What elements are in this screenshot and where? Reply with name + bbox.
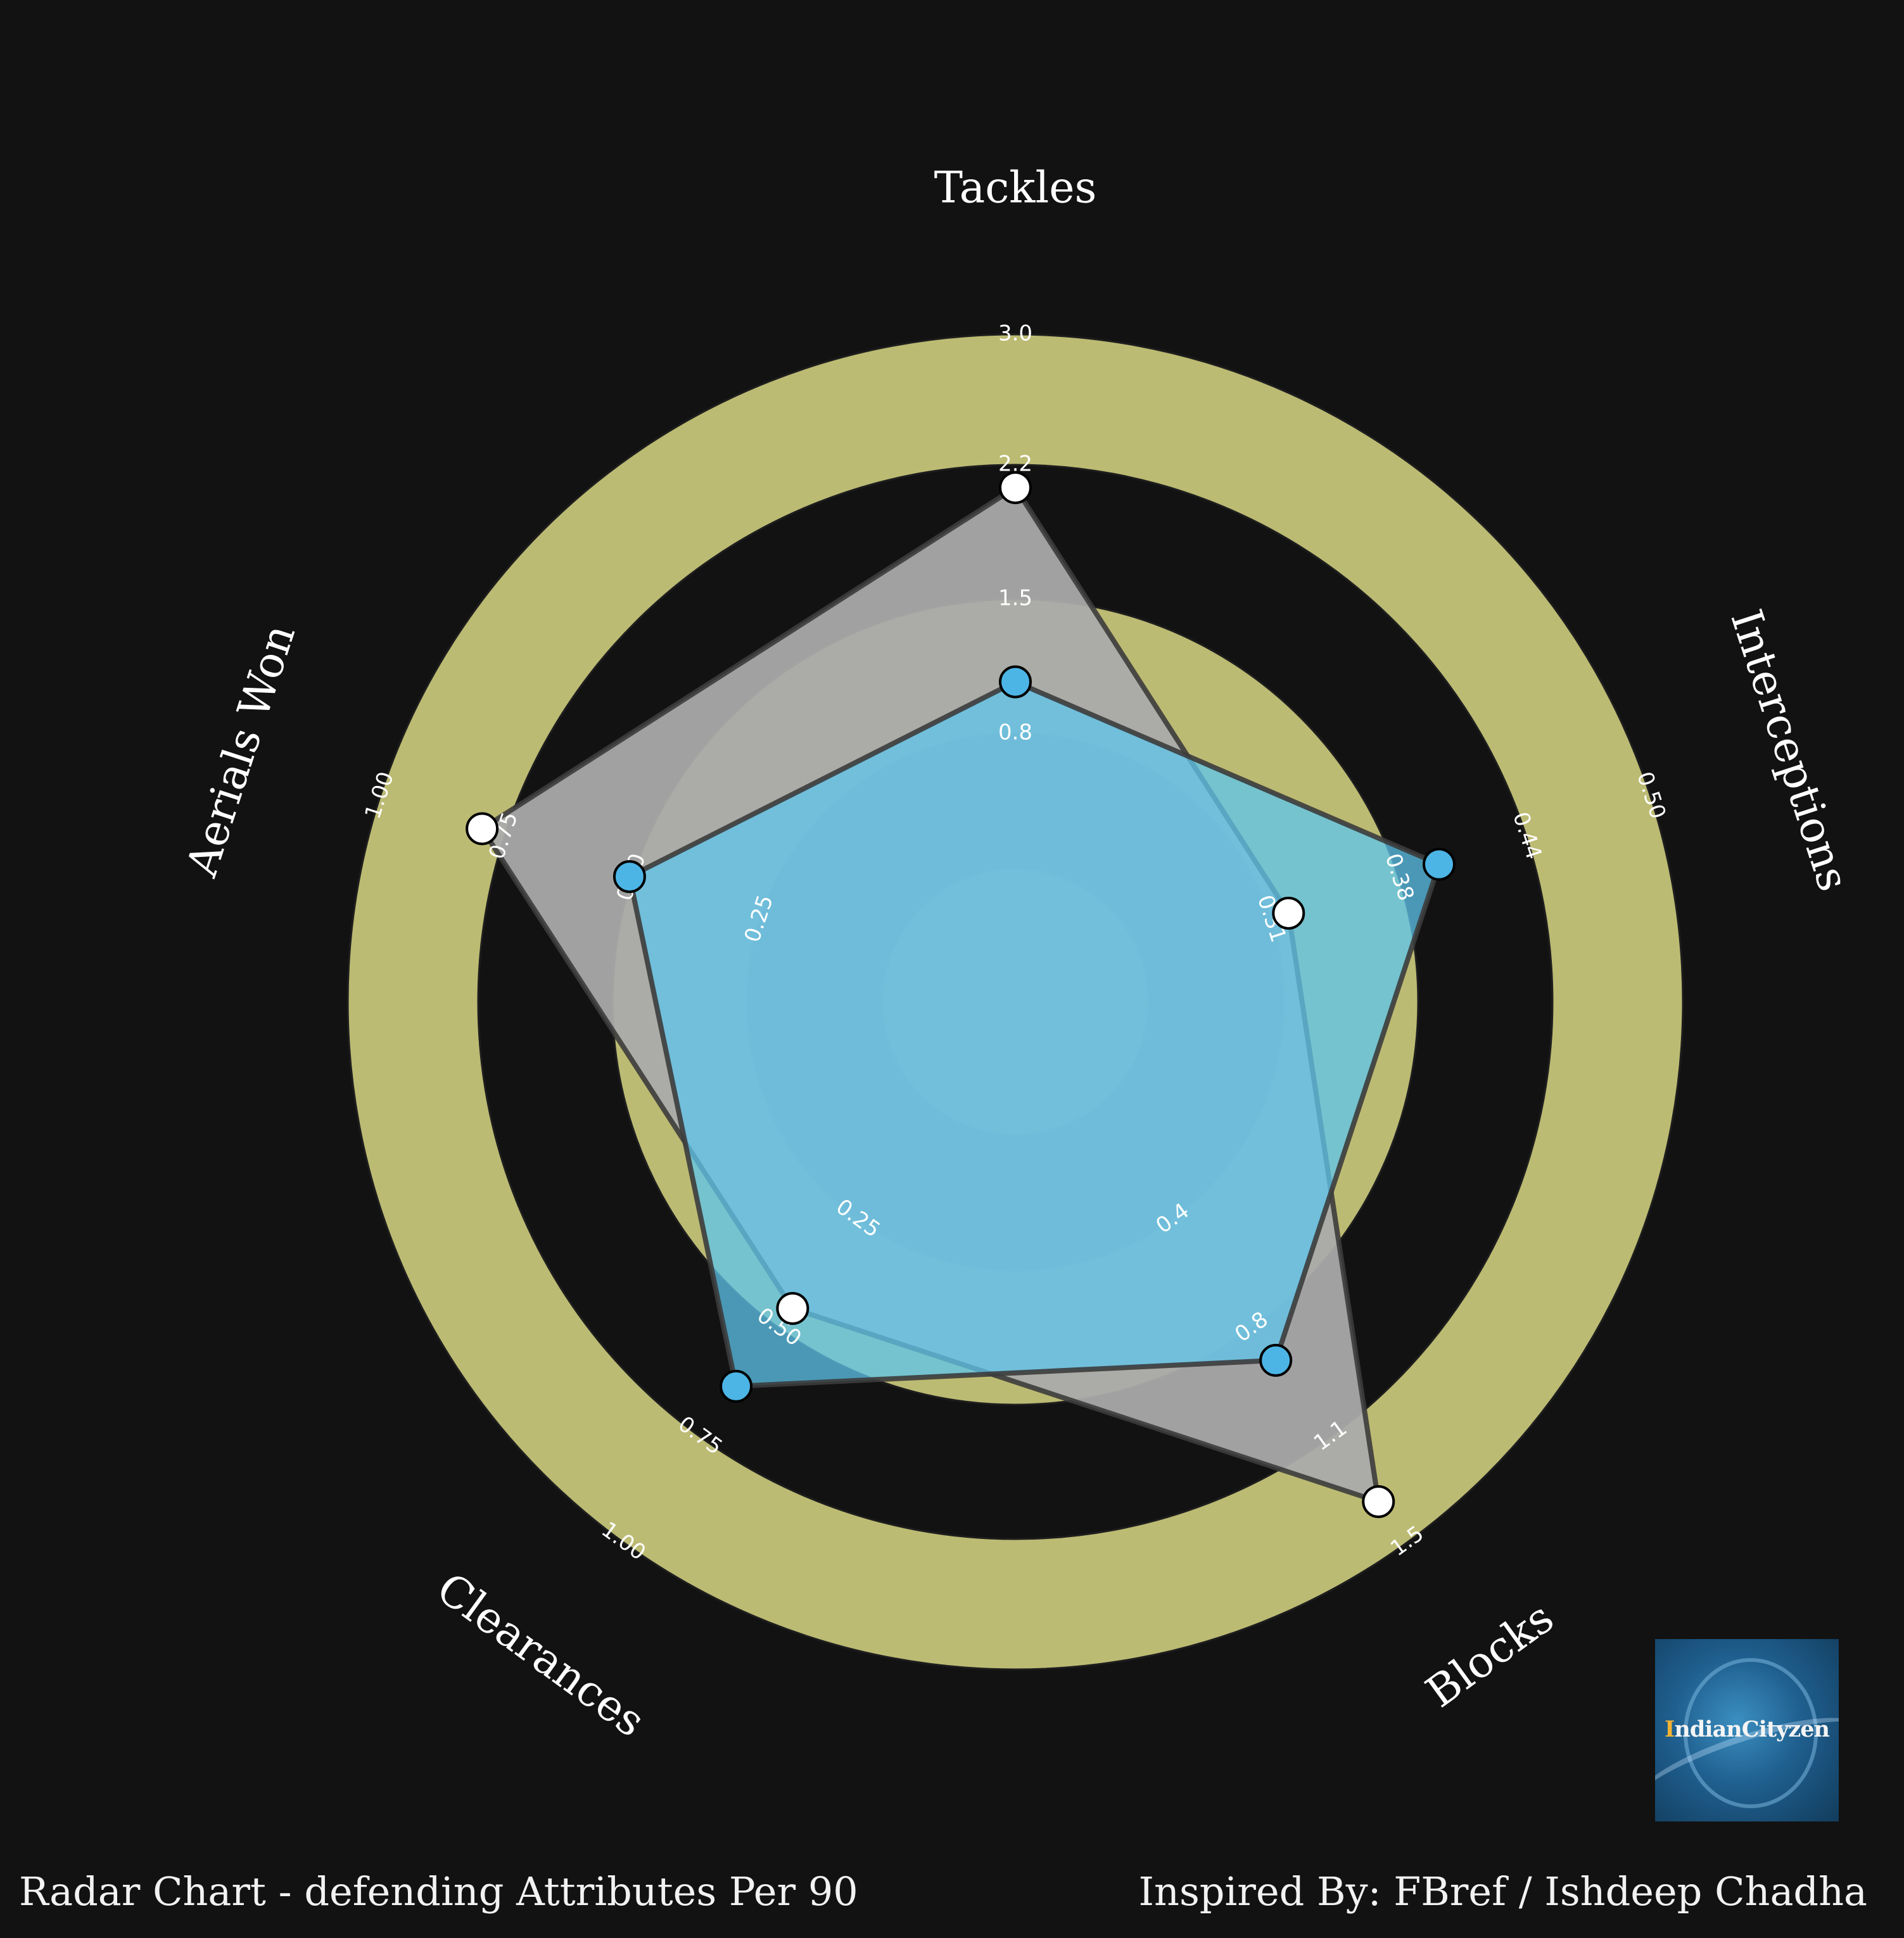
series-2-area bbox=[626, 679, 1442, 1389]
logo-text-highlight: I bbox=[1665, 1716, 1675, 1742]
series-1-point-interceptions bbox=[1272, 896, 1305, 930]
manchester-city-crest-icon bbox=[1684, 1658, 1818, 1808]
chart-caption: Radar Chart - defending Attributes Per 9… bbox=[19, 1868, 858, 1915]
series-2-point-blocks bbox=[1259, 1343, 1293, 1377]
series-1-point-clearances bbox=[776, 1291, 809, 1325]
axis-label-blocks: Blocks bbox=[1417, 1593, 1563, 1718]
axis-label-clearances: Clearances bbox=[428, 1564, 654, 1747]
chart-credit: Inspired By: FBref / Ishdeep Chadha bbox=[1138, 1868, 1867, 1915]
series-2-point-aerials-won bbox=[612, 860, 646, 894]
tick-label-tackles-2: 1.5 bbox=[998, 586, 1032, 611]
axis-label-tackles: Tackles bbox=[934, 163, 1097, 213]
axis-label-aerials-won: Aerials Won bbox=[177, 619, 305, 884]
indiancityzen-logo: IndianCityzen bbox=[1655, 1639, 1839, 1821]
series-2-point-tackles bbox=[999, 665, 1032, 699]
series-1-point-blocks bbox=[1362, 1485, 1395, 1518]
series-1-point-aerials-won bbox=[466, 812, 499, 846]
axis-label-interceptions: Interceptions bbox=[1720, 604, 1858, 897]
series-1-point-tackles bbox=[999, 471, 1032, 504]
tick-label-tackles-1: 0.8 bbox=[998, 720, 1032, 745]
series-2-point-interceptions bbox=[1422, 847, 1456, 881]
series-2-point-clearances bbox=[720, 1369, 753, 1403]
logo-text-rest: ndianCityzen bbox=[1674, 1716, 1830, 1742]
logo-text: IndianCityzen bbox=[1655, 1716, 1839, 1742]
tick-label-tackles-4: 3.0 bbox=[998, 321, 1032, 346]
